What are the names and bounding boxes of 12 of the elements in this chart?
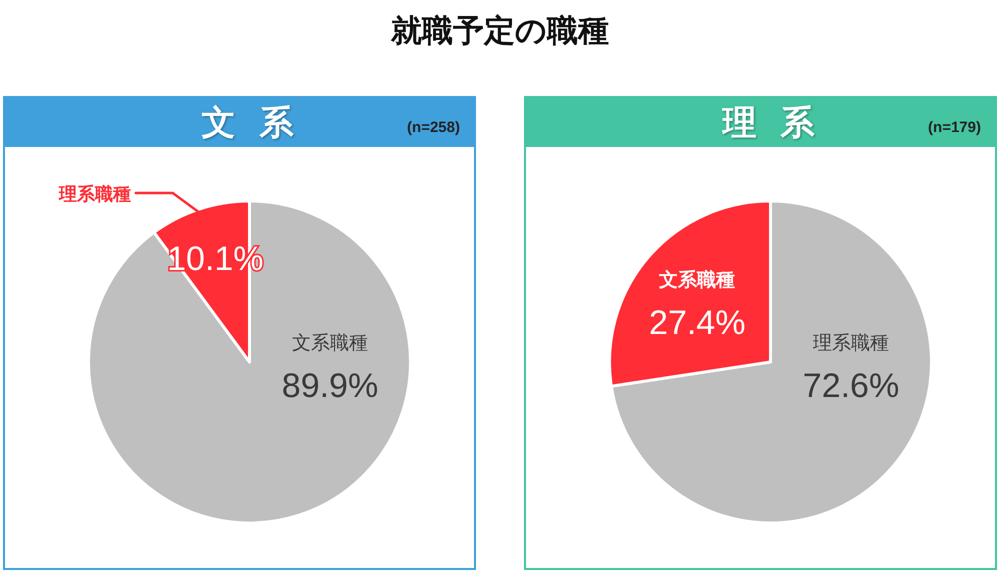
slice-label: 理系職種 — [813, 333, 889, 354]
chart-subtitle: (n=179) — [928, 119, 981, 136]
chart-title: 理系 — [722, 104, 838, 142]
slice-label: 文系職種 — [292, 333, 368, 354]
slice-label: 理系職種 — [58, 184, 131, 204]
slice-label: 文系職種 — [658, 269, 736, 292]
chart-title: 文系 — [202, 104, 318, 142]
data-label: 72.6% — [802, 367, 900, 405]
chart-subtitle: (n=258) — [407, 119, 460, 136]
text: 就職予定の職種 — [390, 12, 610, 50]
data-label: 27.4% — [649, 304, 746, 342]
data-label: 89.9% — [282, 367, 378, 405]
